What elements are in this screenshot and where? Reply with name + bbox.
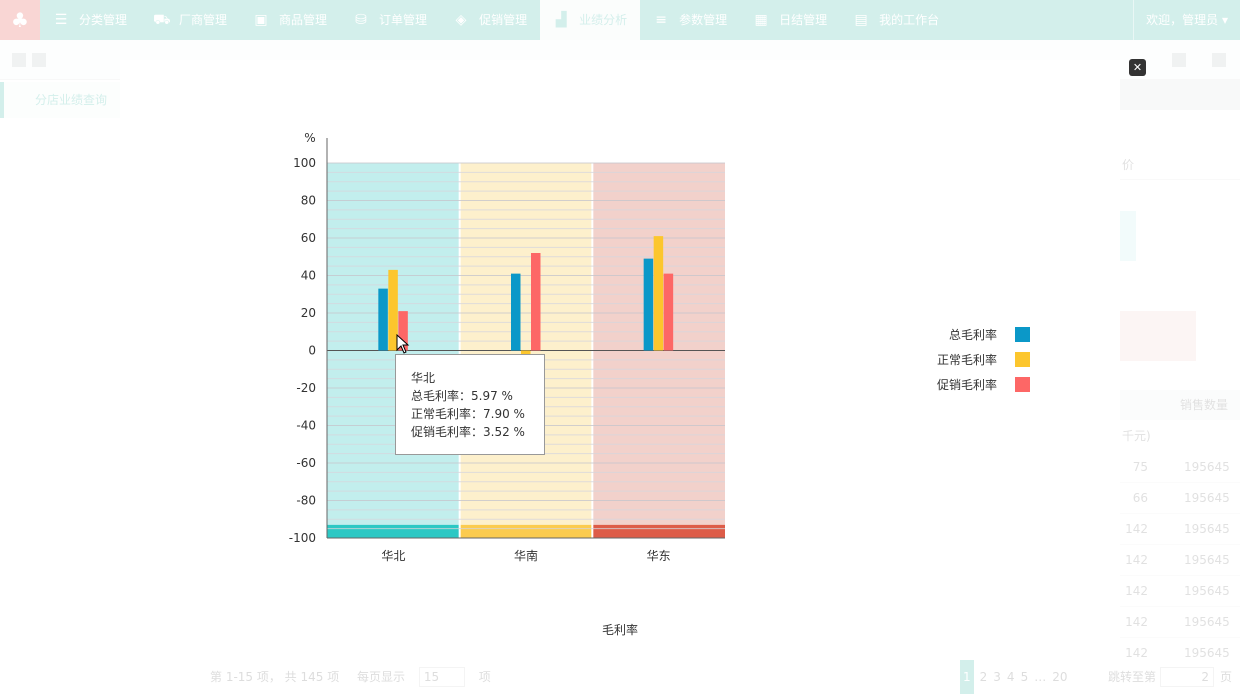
close-button[interactable]: ✕ — [1129, 59, 1146, 76]
tooltip-line: 正常毛利率：7.90 % — [411, 407, 525, 421]
x-tick-label: 华南 — [514, 548, 538, 563]
bar-1-1 — [521, 350, 531, 355]
legend-item[interactable]: 正常毛利率 — [920, 347, 1030, 372]
y-tick-label: -80 — [296, 494, 316, 508]
y-tick-label: 40 — [301, 269, 316, 283]
tooltip-title: 华北 — [411, 371, 436, 385]
mouse-cursor-icon — [396, 334, 410, 354]
bar-2-0 — [643, 258, 654, 351]
bar-0-0 — [378, 288, 388, 351]
category-footer-bar — [459, 524, 593, 538]
y-axis-label: % — [304, 131, 315, 145]
tooltip-line: 总毛利率：5.97 % — [411, 389, 513, 403]
y-tick-label: 0 — [308, 344, 316, 358]
legend-item[interactable]: 促销毛利率 — [920, 372, 1030, 397]
legend-label: 促销毛利率 — [936, 378, 997, 392]
category-footer-bar — [327, 524, 460, 538]
y-tick-label: 100 — [293, 156, 316, 170]
bar-1-0 — [511, 273, 521, 351]
legend-label: 总毛利率 — [948, 328, 997, 342]
legend-swatch — [1015, 377, 1030, 392]
legend-swatch — [1015, 327, 1030, 342]
chart-tooltip: 华北 总毛利率：5.97 % 正常毛利率：7.90 % 促销毛利率：3.52 % — [395, 354, 545, 455]
legend-label: 正常毛利率 — [936, 353, 997, 367]
x-axis-label: 毛利率 — [602, 622, 638, 637]
bar-2-2 — [663, 273, 674, 351]
bar-0-1 — [388, 269, 398, 351]
x-tick-label: 华北 — [381, 549, 405, 563]
y-tick-label: -60 — [296, 456, 316, 470]
bar-2-1 — [653, 236, 664, 351]
bar-1-2 — [531, 253, 541, 351]
x-tick-label: 华东 — [647, 549, 671, 563]
bar-0-2 — [398, 311, 408, 351]
category-footer-bar — [592, 524, 725, 538]
y-tick-label: 60 — [301, 231, 316, 245]
tooltip-line: 促销毛利率：3.52 % — [411, 425, 525, 439]
legend-swatch — [1015, 352, 1030, 367]
y-tick-label: -100 — [289, 531, 316, 545]
y-tick-label: -20 — [296, 381, 316, 395]
y-tick-label: 20 — [301, 306, 316, 320]
y-tick-label: 80 — [301, 194, 316, 208]
chart-legend: 总毛利率正常毛利率促销毛利率 — [920, 322, 1030, 397]
y-tick-label: -40 — [296, 419, 316, 433]
legend-item[interactable]: 总毛利率 — [920, 322, 1030, 347]
